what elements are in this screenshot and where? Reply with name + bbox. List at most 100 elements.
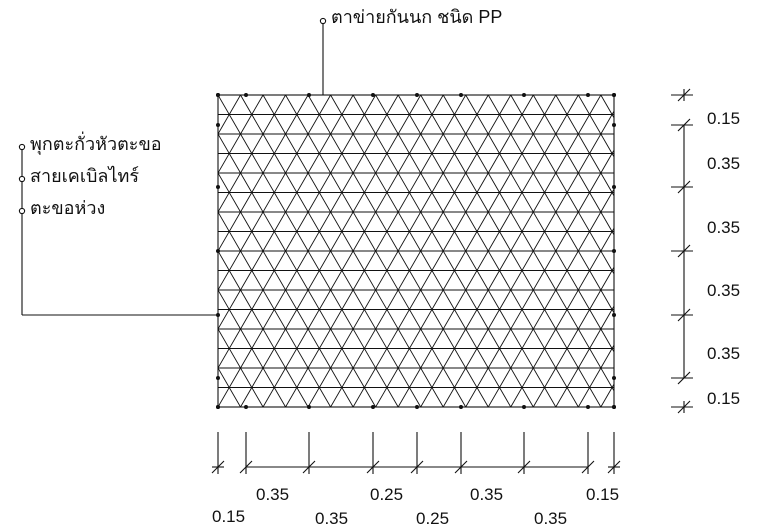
horizontal-dimension-label: 0.15	[212, 507, 245, 526]
horizontal-tick-mark	[239, 460, 253, 474]
vertical-dimension-label: 0.35	[707, 154, 740, 173]
anchor-dot	[612, 123, 616, 127]
top-leader-dot	[319, 17, 327, 25]
anchor-dot	[371, 405, 375, 409]
mesh-diagonal-line	[218, 289, 286, 407]
mesh-diagonal-line	[532, 95, 614, 236]
anchor-dot	[612, 313, 616, 317]
anchor-dots	[216, 93, 616, 409]
anchor-dot	[216, 93, 220, 97]
mesh-diagonal-line	[307, 95, 489, 407]
anchor-dot	[216, 123, 220, 127]
vertical-tick-mark	[677, 371, 691, 385]
anchor-dot	[415, 405, 419, 409]
vertical-dimension-label: 0.15	[707, 109, 740, 128]
mesh-diagonal-line	[623, 95, 767, 407]
anchor-dot	[612, 185, 616, 189]
horizontal-dimension-label: 0.35	[470, 485, 503, 504]
vertical-dimension-label: 0.35	[707, 218, 740, 237]
anchor-label: พุกตะกั่วหัวตะขอ	[30, 131, 162, 155]
anchor-dot	[307, 405, 311, 409]
horizontal-dimension-label: 0.25	[416, 509, 449, 528]
triangular-mesh	[0, 95, 767, 407]
mesh-diagonal-line	[375, 95, 557, 407]
horizontal-dimension-label: 0.35	[534, 509, 567, 528]
anchor-dot	[612, 376, 616, 380]
mesh-diagonal-line	[240, 95, 422, 407]
mesh-diagonal-line	[736, 95, 767, 407]
mesh-diagonal-line	[218, 95, 399, 407]
anchor-dot	[216, 249, 220, 253]
horizontal-dimension-label: 0.35	[315, 509, 348, 528]
horizontal-dimension-label: 0.25	[370, 485, 403, 504]
hook-label: ตะขอห่วง	[30, 198, 105, 218]
anchor-dot	[612, 405, 616, 409]
mesh-diagonal-line	[218, 95, 286, 213]
anchor-dot	[244, 93, 248, 97]
mesh-diagonal-line	[218, 95, 331, 291]
horizontal-tick-mark	[454, 460, 468, 474]
mesh-diagonal-line	[487, 188, 614, 407]
horizontal-dimension-label: 0.15	[586, 485, 619, 504]
mesh-diagonal-line	[218, 250, 309, 407]
mesh-diagonal-line	[218, 328, 264, 407]
horizontal-tick-mark	[410, 460, 424, 474]
mesh-diagonal-line	[262, 95, 444, 407]
vertical-tick-mark	[677, 308, 691, 322]
anchor-dot	[522, 405, 526, 409]
mesh-diagonal-line	[0, 95, 15, 407]
vertical-tick-mark	[677, 118, 691, 132]
left-leader-dot-1	[18, 143, 26, 151]
net-type-label: ตาข่ายกันนก ชนิด PP	[331, 7, 502, 27]
mesh-diagonal-line	[623, 95, 767, 407]
mesh-diagonal-line	[510, 227, 614, 407]
mesh-diagonal-line	[465, 149, 614, 407]
horizontal-dimension-chain: 0.15 0.35 0.35 0.25 0.25 0.35 0.35 0.15	[211, 432, 621, 528]
mesh-diagonal-line	[555, 305, 614, 407]
anchor-dot	[612, 93, 616, 97]
vertical-dimension-chain: 0.15 0.35 0.35 0.35 0.35 0.15	[671, 88, 740, 414]
anchor-dot	[612, 249, 616, 253]
mesh-diagonal-line	[397, 95, 579, 407]
vertical-dimension-label: 0.35	[707, 281, 740, 300]
vertical-tick-mark	[677, 180, 691, 194]
mesh-diagonal-line	[218, 95, 354, 330]
mesh-diagonal-line	[758, 95, 767, 407]
mesh-diagonal-line	[555, 95, 614, 197]
mesh-diagonal-line	[420, 95, 602, 407]
mesh-diagonal-line	[442, 110, 614, 407]
anchor-dot	[244, 405, 248, 409]
anchor-dot	[216, 376, 220, 380]
mesh-diagonal-line	[577, 344, 614, 407]
vertical-dimension-label: 0.15	[707, 389, 740, 408]
mesh-diagonal-line	[285, 95, 467, 407]
vertical-dimension-label: 0.35	[707, 344, 740, 363]
horizontal-tick-mark	[581, 460, 595, 474]
horizontal-tick-mark	[302, 460, 316, 474]
vertical-tick-mark	[677, 244, 691, 258]
horizontal-dimension-label: 0.35	[256, 485, 289, 504]
anchor-dot	[371, 93, 375, 97]
anchor-dot	[586, 93, 590, 97]
anchor-dot	[586, 405, 590, 409]
anchor-dot	[307, 93, 311, 97]
mesh-diagonal-line	[330, 95, 512, 407]
anchor-dot	[216, 185, 220, 189]
mesh-diagonal-line	[218, 95, 377, 369]
mesh-diagonal-line	[532, 266, 614, 407]
anchor-dot	[415, 93, 419, 97]
mesh-diagonal-line	[577, 95, 614, 158]
horizontal-tick-mark	[517, 460, 531, 474]
horizontal-tick-mark	[366, 460, 380, 474]
cable-tie-label: สายเคเบิลไทร์	[30, 165, 139, 186]
left-leader-dot-3	[18, 207, 26, 215]
anchor-dot	[216, 405, 220, 409]
anchor-dot	[459, 405, 463, 409]
mesh-diagonal-line	[218, 95, 264, 174]
mesh-diagonal-line	[352, 95, 534, 407]
left-leader-dot-2	[18, 175, 26, 183]
anchor-dot	[522, 93, 526, 97]
anchor-dot	[459, 93, 463, 97]
